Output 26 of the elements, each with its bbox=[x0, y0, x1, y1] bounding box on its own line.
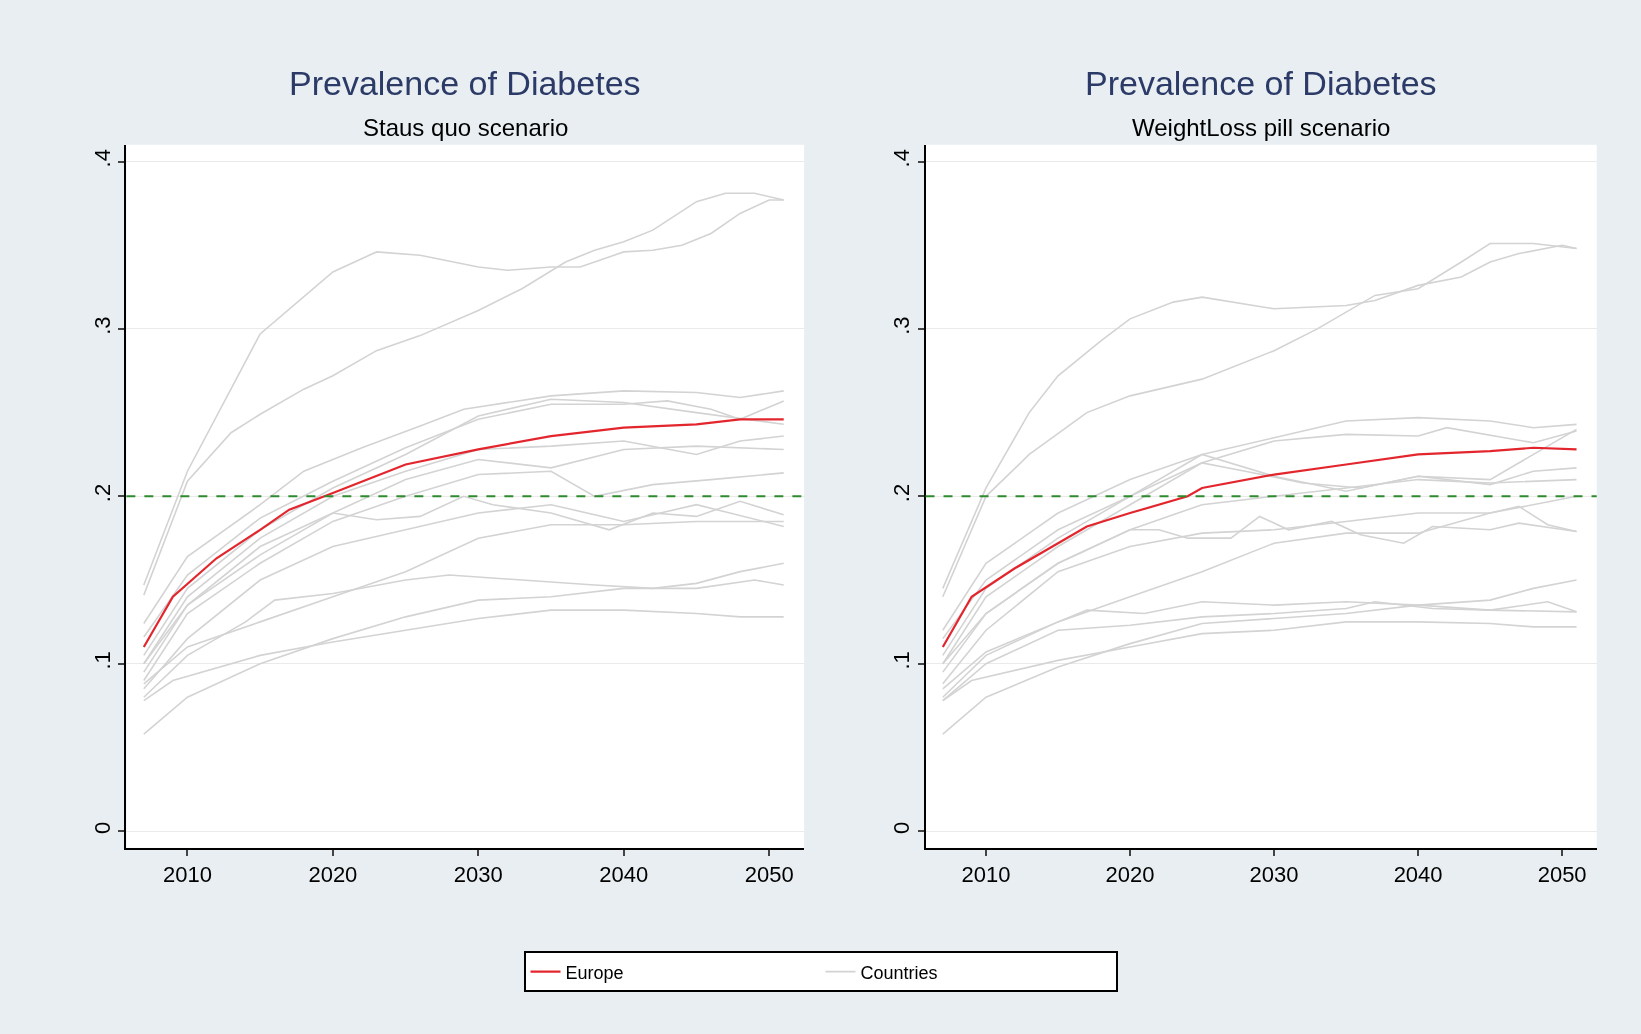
x-tick-label: 2050 bbox=[744, 862, 794, 888]
y-tick-label: 0 bbox=[89, 821, 115, 834]
y-tick-label: .1 bbox=[89, 651, 115, 670]
x-tick-label: 2010 bbox=[961, 862, 1011, 888]
x-tick-label: 2050 bbox=[1537, 862, 1587, 888]
chart-subtitle: Staus quo scenario bbox=[363, 114, 569, 141]
y-tick-label: 0 bbox=[888, 821, 914, 834]
y-tick-label: .1 bbox=[888, 651, 914, 670]
y-tick-label: .4 bbox=[888, 149, 914, 168]
legend-label: Europe bbox=[565, 962, 624, 983]
x-tick-label: 2040 bbox=[599, 862, 649, 888]
x-tick-label: 2010 bbox=[162, 862, 212, 888]
x-tick-label: 2030 bbox=[1249, 862, 1299, 888]
chart-title: Prevalence of Diabetes bbox=[289, 64, 641, 102]
y-tick-label: .3 bbox=[89, 316, 115, 335]
x-tick-label: 2020 bbox=[308, 862, 358, 888]
y-tick-label: .4 bbox=[89, 149, 115, 168]
y-tick-label: .2 bbox=[888, 483, 914, 503]
y-tick-label: .2 bbox=[89, 483, 115, 503]
x-tick-label: 2040 bbox=[1393, 862, 1443, 888]
x-tick-label: 2030 bbox=[453, 862, 503, 888]
y-tick-label: .3 bbox=[888, 316, 914, 335]
legend-label: Countries bbox=[860, 962, 938, 983]
chart-subtitle: WeightLoss pill scenario bbox=[1132, 114, 1391, 141]
x-tick-label: 2020 bbox=[1105, 862, 1155, 888]
chart-title: Prevalence of Diabetes bbox=[1085, 64, 1437, 102]
